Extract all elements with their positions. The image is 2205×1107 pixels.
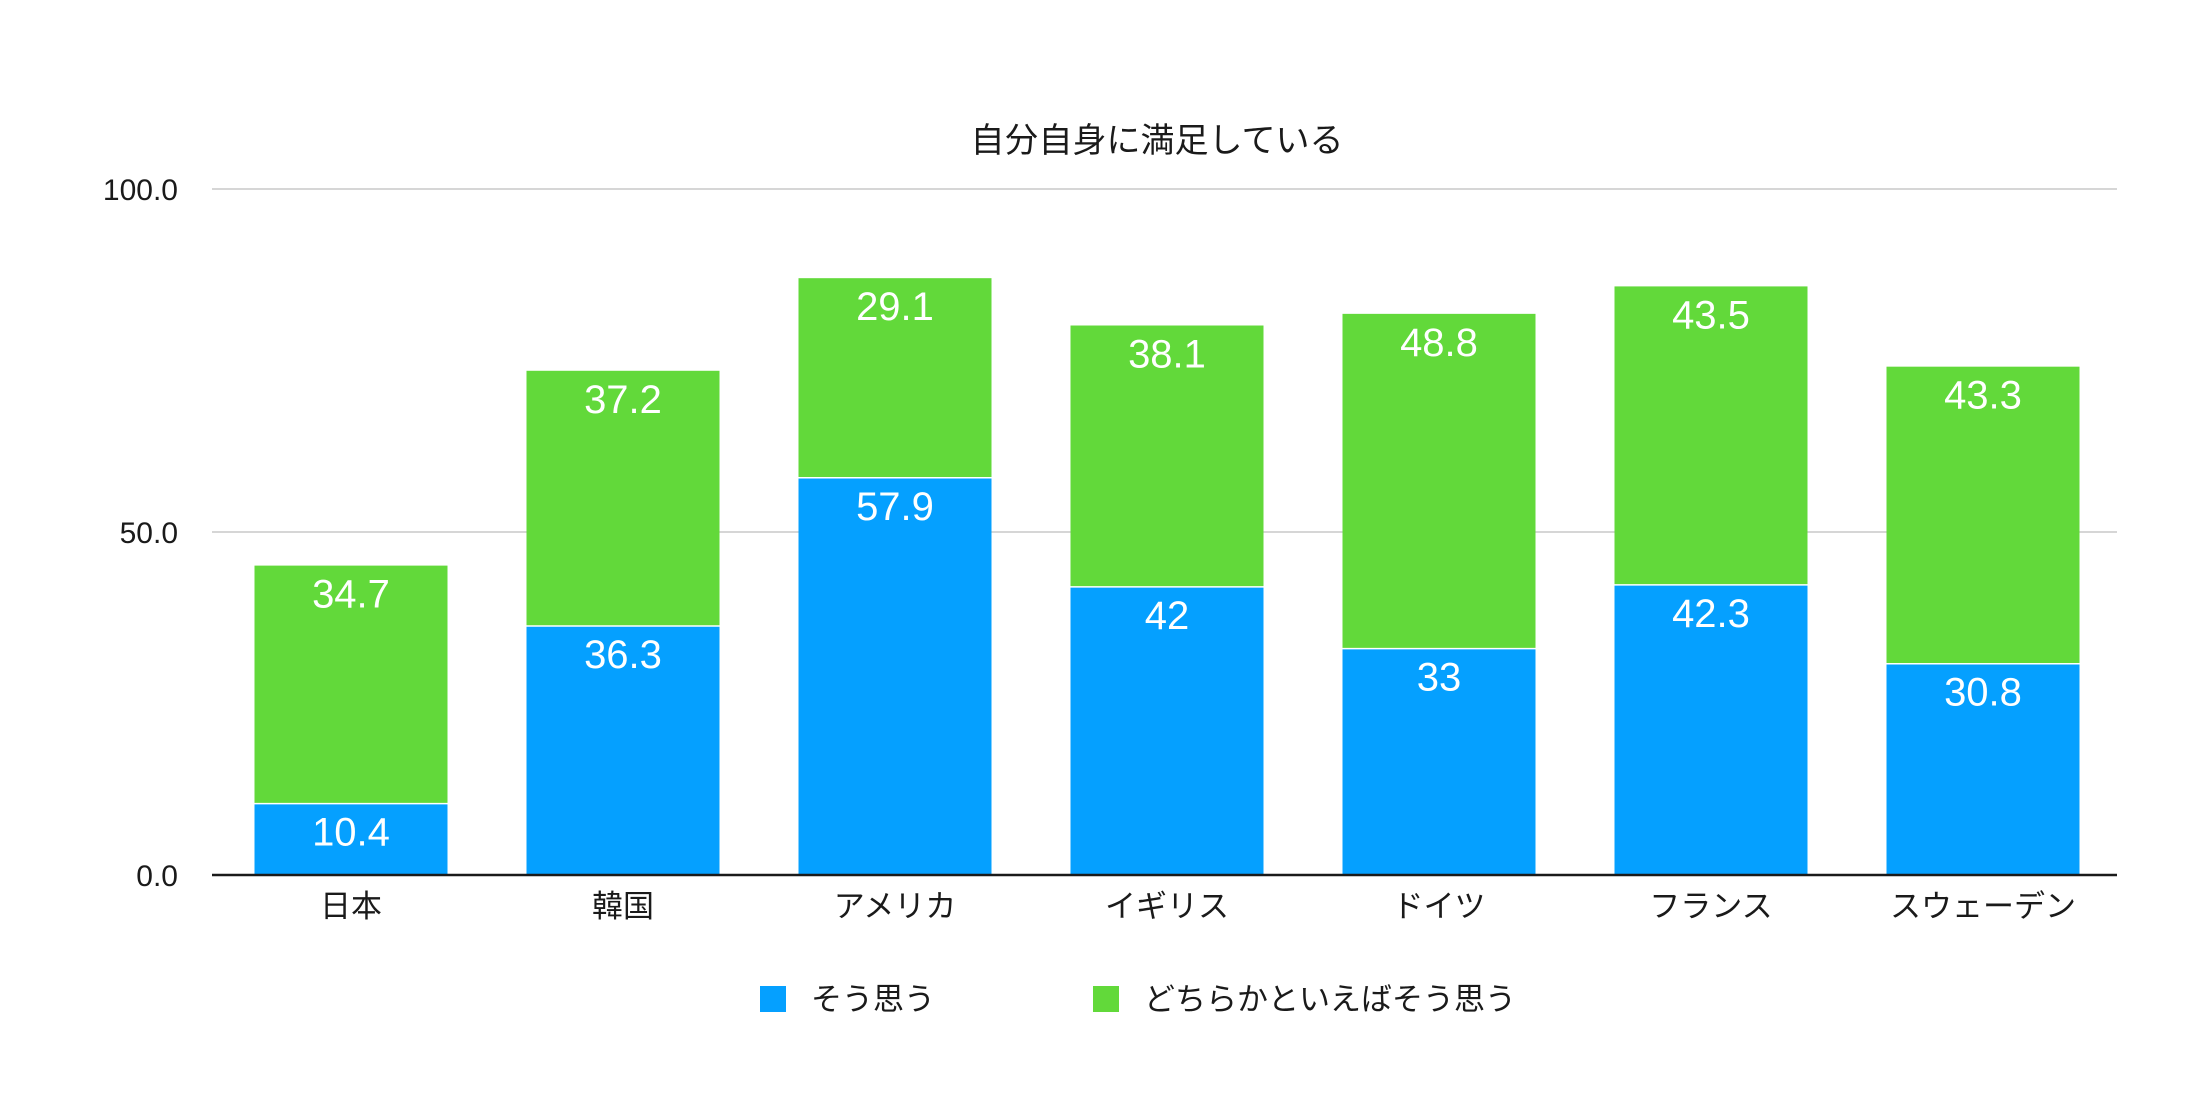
bar-segment bbox=[1342, 648, 1536, 875]
x-tick-label: スウェーデン bbox=[1890, 889, 2076, 925]
data-label: 34.7 bbox=[312, 573, 390, 617]
data-label: 42.3 bbox=[1672, 592, 1750, 636]
bar-segment bbox=[1342, 313, 1536, 649]
data-label: 57.9 bbox=[856, 485, 934, 529]
bar-segment bbox=[254, 565, 448, 804]
data-label: 43.3 bbox=[1944, 374, 2022, 418]
data-label: 43.5 bbox=[1672, 293, 1750, 337]
x-tick-label: 韓国 bbox=[592, 889, 654, 925]
data-label: 38.1 bbox=[1128, 333, 1206, 377]
x-tick-label: フランス bbox=[1649, 889, 1772, 925]
data-label: 48.8 bbox=[1400, 321, 1478, 365]
y-tick-label: 0.0 bbox=[136, 860, 178, 893]
x-tick-label: アメリカ bbox=[834, 889, 956, 925]
bar-segment bbox=[1614, 286, 1808, 585]
bars bbox=[254, 278, 2080, 875]
legend-label: そう思う bbox=[811, 982, 935, 1018]
legend[interactable]: そう思う どちらかといえばそう思う bbox=[760, 982, 1516, 1018]
bar-segment bbox=[1886, 366, 2080, 664]
x-tick-label: ドイツ bbox=[1393, 889, 1486, 925]
bar-segment bbox=[1070, 586, 1264, 875]
bar-segment bbox=[798, 278, 992, 478]
x-axis-categories: 日本 韓国 アメリカ イギリス ドイツ フランス スウェーデン bbox=[320, 889, 2076, 925]
data-label: 42 bbox=[1145, 594, 1190, 638]
legend-swatch bbox=[760, 986, 786, 1012]
bar-segment bbox=[1886, 663, 2080, 875]
chart-title: 自分自身に満足している bbox=[971, 121, 1344, 161]
y-axis-ticks: 0.0 50.0 100.0 bbox=[103, 174, 178, 893]
x-tick-label: 日本 bbox=[320, 889, 382, 925]
data-label: 36.3 bbox=[584, 633, 662, 677]
y-tick-label: 50.0 bbox=[120, 517, 178, 550]
legend-swatch bbox=[1093, 986, 1119, 1012]
data-labels: 10.4 34.7 36.3 37.2 57.9 29.1 42 38.1 33 48.8 42.3… bbox=[312, 285, 2022, 854]
bar-segment bbox=[1070, 325, 1264, 587]
x-tick-label: イギリス bbox=[1105, 889, 1229, 925]
bar-segment bbox=[526, 625, 720, 875]
bar-segment bbox=[254, 803, 448, 875]
y-tick-label: 100.0 bbox=[103, 174, 178, 207]
legend-label: どちらかといえばそう思う bbox=[1144, 982, 1516, 1018]
data-label: 29.1 bbox=[856, 285, 934, 329]
bar-segment bbox=[798, 477, 992, 875]
bar-segment bbox=[526, 370, 720, 626]
bar-segment bbox=[1614, 584, 1808, 875]
data-label: 37.2 bbox=[584, 378, 662, 422]
data-label: 30.8 bbox=[1944, 671, 2022, 715]
data-label: 10.4 bbox=[312, 811, 390, 855]
data-label: 33 bbox=[1417, 656, 1462, 700]
